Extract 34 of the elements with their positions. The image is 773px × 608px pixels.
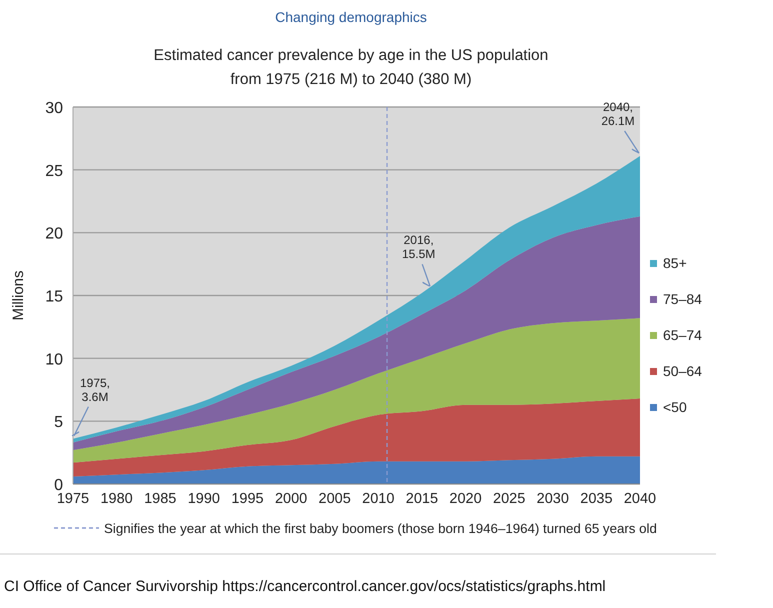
- x-tick-label: 2030: [536, 491, 569, 507]
- legend-label: 75–84: [663, 291, 702, 307]
- legend-label: <50: [663, 399, 687, 415]
- x-tick-label: 2015: [406, 491, 438, 507]
- text: Signifies the year at which the first baby boomers (those born 1946–1964) turned 65 years old: [104, 521, 657, 536]
- x-tick-label: 2035: [580, 491, 613, 507]
- x-tick-label: 1975: [56, 491, 90, 507]
- y-tick-label: 25: [45, 162, 64, 180]
- y-axis-title: Millions: [10, 270, 27, 321]
- x-tick-label: 2040: [624, 491, 656, 507]
- x-tick-label: 1980: [100, 491, 133, 507]
- legend-label: 85+: [663, 255, 687, 271]
- y-tick-label: 20: [45, 226, 64, 243]
- text: CI Office of Cancer Survivorship https://cancercontrol.cancer.gov/ocs/statistics/graphs.html: [4, 578, 606, 595]
- y-tick-label: 30: [45, 100, 64, 117]
- legend-label: 50–64: [663, 363, 702, 379]
- x-tick-label: 2025: [493, 491, 526, 507]
- chart-subtitle: Estimated cancer prevalence by age in the US population from 1975 (216 M) to 2040 (380 M): [154, 47, 548, 88]
- annotation: 2016, 15.5M: [402, 233, 436, 262]
- annotation: 1975, 3.6M: [80, 376, 110, 404]
- x-tick-label: 2010: [362, 491, 394, 507]
- y-tick-label: 0: [54, 477, 64, 494]
- x-tick-label: 1990: [188, 491, 220, 507]
- x-tick-label: 2005: [318, 491, 351, 507]
- y-tick-label: 15: [45, 288, 64, 306]
- x-tick-label: 2020: [449, 491, 482, 507]
- x-tick-label: 1985: [144, 491, 176, 507]
- x-tick-label: 1995: [231, 491, 264, 507]
- annotation: 2040, 26.1M: [601, 100, 635, 128]
- y-tick-label: 5: [54, 414, 64, 432]
- legend-label: 65–74: [663, 327, 702, 343]
- y-tick-label: 10: [45, 351, 64, 368]
- x-tick-label: 2000: [274, 491, 308, 507]
- chart-title: Changing demographics: [275, 9, 427, 25]
